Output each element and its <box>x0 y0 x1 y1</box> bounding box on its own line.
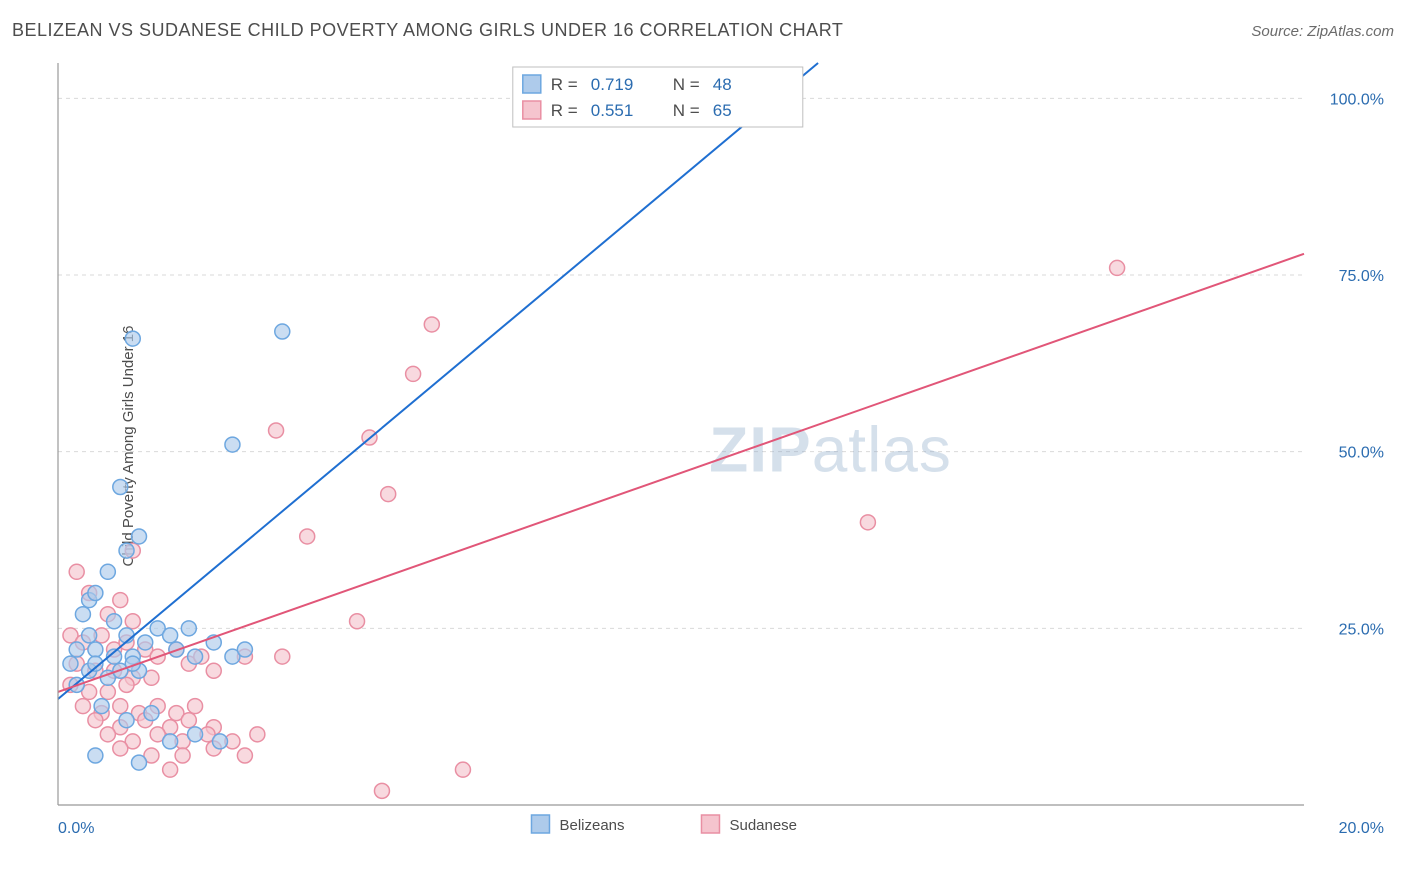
x-tick-label: 20.0% <box>1339 820 1384 837</box>
scatter-point <box>350 614 365 629</box>
legend-swatch <box>701 815 719 833</box>
scatter-point <box>206 663 221 678</box>
scatter-point <box>125 614 140 629</box>
scatter-point <box>275 324 290 339</box>
scatter-point <box>250 727 265 742</box>
source-label: Source: ZipAtlas.com <box>1251 23 1394 40</box>
scatter-point <box>69 642 84 657</box>
legend-n-value: 48 <box>713 75 732 94</box>
legend-swatch <box>523 75 541 93</box>
legend-swatch <box>531 815 549 833</box>
legend-r-value: 0.719 <box>591 75 634 94</box>
regression-line <box>58 63 818 699</box>
scatter-point <box>275 649 290 664</box>
scatter-point <box>225 437 240 452</box>
scatter-point <box>163 734 178 749</box>
scatter-point <box>107 614 122 629</box>
scatter-point <box>119 677 134 692</box>
scatter-point <box>119 543 134 558</box>
scatter-point <box>94 699 109 714</box>
scatter-point <box>113 593 128 608</box>
scatter-point <box>860 515 875 530</box>
scatter-point <box>88 713 103 728</box>
legend-n-label: N = <box>673 101 700 120</box>
legend-n-value: 65 <box>713 101 732 120</box>
scatter-point <box>125 331 140 346</box>
scatter-point <box>188 699 203 714</box>
scatter-point <box>163 628 178 643</box>
header-bar: BELIZEAN VS SUDANESE CHILD POVERTY AMONG… <box>12 20 1394 41</box>
y-tick-label: 100.0% <box>1330 91 1384 108</box>
scatter-point <box>1110 260 1125 275</box>
legend-series-label: Belizeans <box>559 817 624 834</box>
source-prefix: Source: <box>1251 23 1307 40</box>
scatter-point <box>131 755 146 770</box>
scatter-point <box>144 706 159 721</box>
scatter-point <box>175 748 190 763</box>
scatter-point <box>113 741 128 756</box>
scatter-point <box>63 656 78 671</box>
regression-line <box>58 254 1304 692</box>
scatter-point <box>113 699 128 714</box>
chart-svg: ZIPatlas25.0%50.0%75.0%100.0%0.0%20.0%R … <box>48 55 1394 855</box>
scatter-point <box>455 762 470 777</box>
scatter-point <box>237 642 252 657</box>
scatter-point <box>69 564 84 579</box>
scatter-point <box>88 642 103 657</box>
legend-swatch <box>523 101 541 119</box>
scatter-point <box>300 529 315 544</box>
scatter-point <box>100 727 115 742</box>
x-tick-label: 0.0% <box>58 820 94 837</box>
scatter-point <box>163 762 178 777</box>
scatter-point <box>188 727 203 742</box>
chart-title: BELIZEAN VS SUDANESE CHILD POVERTY AMONG… <box>12 20 843 41</box>
scatter-point <box>138 635 153 650</box>
scatter-point <box>100 684 115 699</box>
legend-series-label: Sudanese <box>729 817 797 834</box>
scatter-point <box>82 628 97 643</box>
scatter-point <box>374 783 389 798</box>
legend-r-value: 0.551 <box>591 101 634 120</box>
scatter-point <box>119 713 134 728</box>
scatter-chart: ZIPatlas25.0%50.0%75.0%100.0%0.0%20.0%R … <box>48 55 1394 855</box>
legend-n-label: N = <box>673 75 700 94</box>
scatter-point <box>88 748 103 763</box>
scatter-point <box>269 423 284 438</box>
scatter-point <box>75 699 90 714</box>
scatter-point <box>212 734 227 749</box>
scatter-point <box>424 317 439 332</box>
scatter-point <box>181 713 196 728</box>
scatter-point <box>75 607 90 622</box>
scatter-point <box>131 529 146 544</box>
y-tick-label: 25.0% <box>1339 621 1384 638</box>
scatter-point <box>181 621 196 636</box>
scatter-point <box>100 564 115 579</box>
scatter-point <box>113 480 128 495</box>
scatter-point <box>406 366 421 381</box>
source-name: ZipAtlas.com <box>1307 23 1394 40</box>
legend-r-label: R = <box>551 75 578 94</box>
scatter-point <box>88 586 103 601</box>
scatter-point <box>381 487 396 502</box>
legend-r-label: R = <box>551 101 578 120</box>
scatter-point <box>237 748 252 763</box>
scatter-point <box>188 649 203 664</box>
y-tick-label: 50.0% <box>1339 445 1384 462</box>
y-tick-label: 75.0% <box>1339 268 1384 285</box>
